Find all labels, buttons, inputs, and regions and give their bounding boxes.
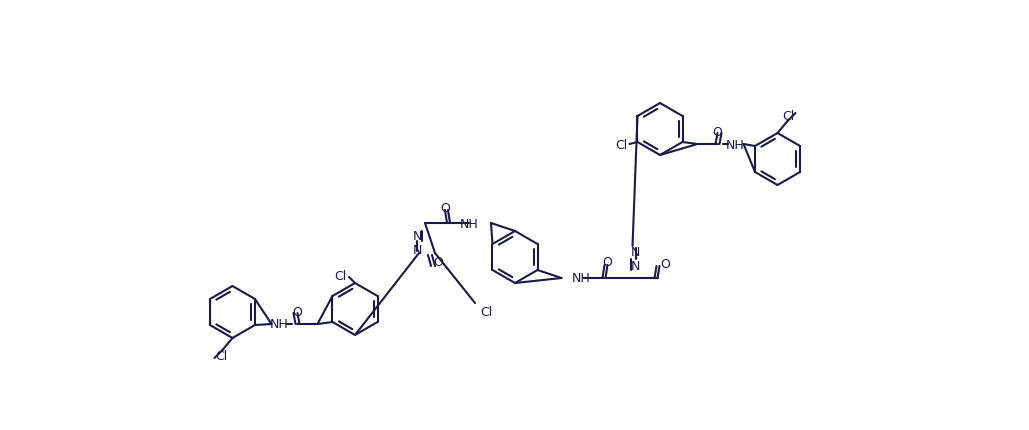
Text: O: O xyxy=(603,256,612,269)
Text: O: O xyxy=(292,305,303,318)
Text: N: N xyxy=(413,229,422,242)
Text: N: N xyxy=(631,245,640,258)
Text: Cl: Cl xyxy=(782,109,794,122)
Text: Cl: Cl xyxy=(480,305,492,318)
Text: O: O xyxy=(661,258,671,271)
Text: N: N xyxy=(631,259,640,272)
Text: O: O xyxy=(712,125,722,138)
Text: N: N xyxy=(413,243,422,256)
Text: O: O xyxy=(433,255,442,268)
Text: NH: NH xyxy=(460,217,480,230)
Text: NH: NH xyxy=(726,138,745,151)
Text: Cl: Cl xyxy=(215,350,227,362)
Text: O: O xyxy=(440,201,450,214)
Text: Cl: Cl xyxy=(615,138,628,151)
Text: NH: NH xyxy=(270,318,289,331)
Text: NH: NH xyxy=(571,272,591,285)
Text: Cl: Cl xyxy=(334,269,347,282)
